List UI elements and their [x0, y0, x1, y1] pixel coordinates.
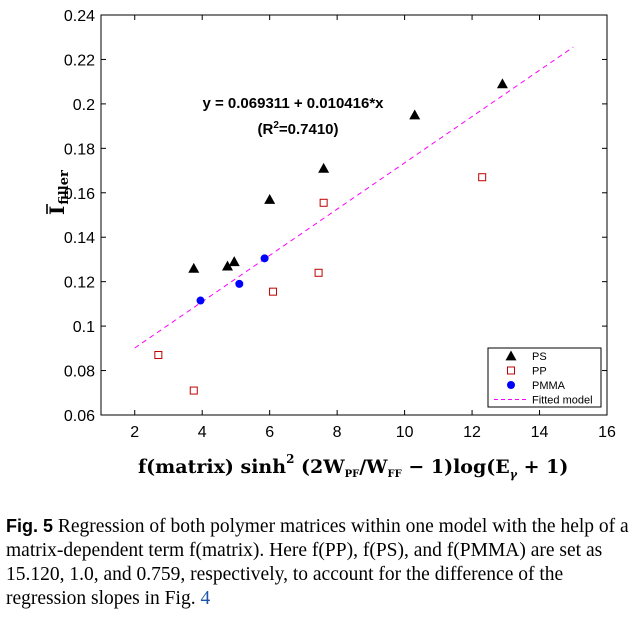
x-axis-label: f(matrix) sinh2 (2WPF/WFF − 1)log(Eγ + 1… — [138, 452, 568, 481]
legend-pmma-swatch — [507, 381, 515, 389]
figure-caption: Fig. 5 Regression of both polymer matric… — [6, 514, 630, 611]
pp-data-point — [269, 287, 278, 296]
y-tick-label: 0.1 — [73, 319, 95, 336]
y-tick-label: 0.24 — [64, 8, 95, 25]
y-tick-label: 0.14 — [64, 230, 95, 247]
pp-data-point — [154, 351, 163, 359]
data-points — [154, 78, 508, 395]
fitted-line — [134, 46, 574, 349]
equation-annotation: y = 0.069311 + 0.010416*x — [202, 95, 384, 112]
legend-label: PP — [532, 366, 547, 378]
ps-data-point — [228, 256, 240, 267]
svg-text:Ifiller: Ifiller — [45, 170, 72, 215]
pmma-data-point — [196, 296, 205, 305]
scatter-chart: 2 4 6 8 10 12 14 16 0.06 0.08 0.1 0.12 0.14 0.16 0.18 0… — [45, 8, 616, 481]
ps-data-point — [264, 193, 276, 204]
legend-label: PS — [532, 351, 547, 363]
axis-ticks: 2 4 6 8 10 12 14 16 0.06 0.08 0.1 0.12 0.14 0.16 0.18 0… — [64, 8, 616, 441]
x-tick-label: 16 — [598, 424, 616, 441]
legend: PS PP PMMA Fitted model — [487, 347, 602, 408]
pp-data-point — [189, 386, 198, 395]
ps-data-point — [409, 109, 421, 120]
ps-data-point — [318, 162, 330, 173]
legend-label: PMMA — [532, 380, 566, 392]
figure-number: Fig. 5 — [6, 516, 54, 536]
y-tick-label: 0.08 — [64, 364, 95, 381]
x-tick-label: 4 — [198, 424, 207, 441]
fitted-model-line — [134, 46, 574, 349]
x-tick-label: 6 — [265, 424, 274, 441]
ps-data-point — [222, 260, 233, 271]
pp-data-point — [478, 173, 487, 182]
y-tick-label: 0.22 — [64, 52, 95, 69]
x-tick-label: 8 — [333, 424, 342, 441]
x-tick-label: 14 — [531, 424, 549, 441]
caption-text: Regression of both polymer matrices with… — [6, 516, 629, 609]
y-tick-label: 0.12 — [64, 275, 95, 292]
legend-ps-swatch — [505, 350, 517, 361]
y-tick-label: 0.2 — [73, 97, 95, 114]
pp-data-point — [314, 268, 323, 277]
y-axis-label: Ifiller — [45, 170, 72, 215]
x-tick-label: 10 — [396, 424, 414, 441]
pp-data-point — [319, 198, 328, 207]
legend-label: Fitted model — [532, 395, 593, 407]
x-tick-label: 2 — [130, 424, 139, 441]
ps-data-point — [496, 78, 508, 89]
legend-pp-swatch — [507, 366, 515, 375]
x-tick-label: 12 — [463, 424, 481, 441]
y-tick-label: 0.06 — [64, 408, 95, 425]
r-squared-annotation: (R2=0.7410) — [257, 120, 338, 138]
pmma-data-point — [260, 254, 269, 263]
y-tick-label: 0.16 — [64, 186, 95, 203]
pmma-data-point — [235, 279, 244, 288]
y-tick-label: 0.18 — [64, 141, 95, 158]
figure-reference-link[interactable]: 4 — [200, 588, 211, 609]
ps-data-point — [188, 262, 200, 273]
